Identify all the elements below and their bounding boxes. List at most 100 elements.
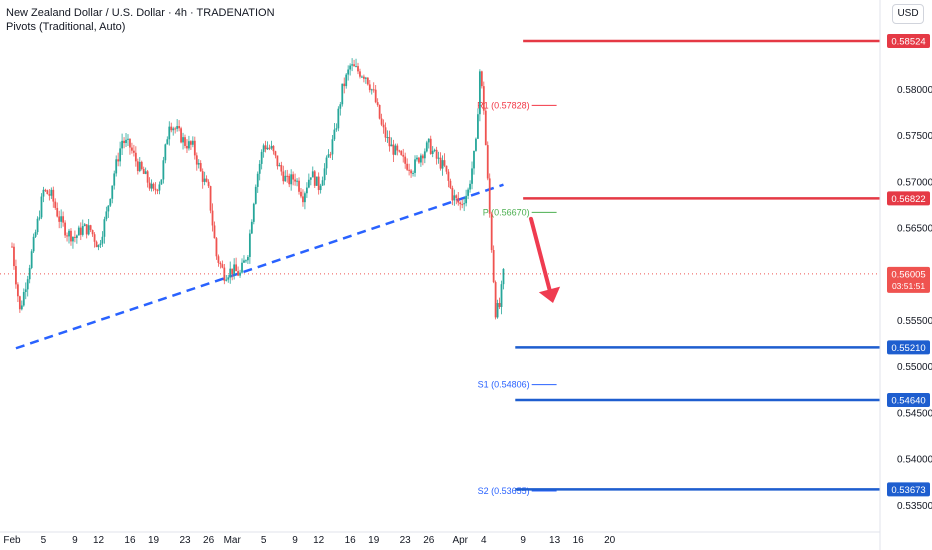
candle-body	[54, 201, 57, 208]
candle-body	[256, 173, 259, 187]
x-tick-label: Mar	[224, 535, 242, 546]
x-tick-label: 12	[313, 535, 325, 546]
candle-body	[83, 224, 86, 227]
candle-body	[142, 168, 145, 174]
candle-body	[449, 180, 452, 188]
y-tick-label: 0.55500	[897, 316, 932, 327]
candle-body	[443, 160, 446, 166]
candle-body	[480, 71, 483, 87]
candle-body	[158, 184, 161, 191]
candle-body	[174, 128, 177, 130]
candle-body	[136, 161, 139, 172]
candle-body	[494, 282, 497, 318]
candle-body	[247, 256, 249, 261]
candle-body	[205, 178, 208, 182]
x-tick-label: 16	[124, 535, 136, 546]
candle-body	[343, 83, 346, 87]
pivot-label: S1 (0.54806)	[478, 380, 530, 390]
candle-body	[317, 176, 320, 191]
candle-body	[11, 246, 13, 248]
candle-body	[213, 225, 216, 239]
candle-body	[492, 250, 495, 283]
candle-body	[329, 154, 332, 156]
current-price-badge	[887, 266, 930, 293]
candle-body	[349, 65, 352, 70]
candle-body	[16, 284, 19, 297]
candle-body	[209, 186, 212, 211]
candle-body	[18, 296, 21, 310]
candle-body	[323, 168, 326, 181]
candle-body	[134, 152, 137, 162]
y-tick-label: 0.54000	[897, 455, 932, 466]
trendline	[15, 183, 504, 350]
y-tick-label: 0.56500	[897, 224, 932, 235]
candle-body	[68, 230, 70, 237]
candle-body	[319, 185, 322, 191]
candle-body	[162, 160, 165, 180]
candle-body	[138, 161, 141, 172]
candle-body	[282, 171, 285, 182]
candle-body	[298, 180, 300, 192]
candle-body	[280, 165, 283, 172]
candle-body	[374, 89, 377, 103]
candle-body	[182, 137, 184, 143]
candle-body	[227, 277, 230, 280]
candle-body	[392, 144, 395, 155]
candle-body	[496, 303, 499, 318]
x-tick-label: 20	[604, 535, 616, 546]
candle-body	[421, 155, 424, 159]
candle-body	[423, 151, 426, 159]
candle-body	[20, 305, 23, 310]
current-price-label: 0.56005	[891, 269, 925, 280]
candle-body	[231, 268, 234, 274]
candle-body	[498, 303, 501, 307]
candle-body	[225, 279, 228, 281]
candle-body	[62, 216, 65, 223]
candle-body	[81, 226, 84, 235]
candle-body	[376, 102, 379, 105]
candle-body	[241, 262, 243, 273]
candle-body	[44, 189, 47, 191]
candle-body	[453, 195, 456, 201]
candle-body	[131, 147, 133, 151]
candle-body	[357, 66, 359, 72]
candle-body	[477, 114, 479, 139]
candle-body	[178, 126, 181, 129]
candle-body	[121, 140, 123, 149]
price-badge-label: 0.54640	[891, 396, 925, 407]
candle-body	[402, 154, 405, 157]
candle-body	[150, 183, 153, 189]
candle-body	[486, 145, 489, 179]
candle-body	[215, 238, 218, 257]
candle-body	[87, 225, 90, 235]
candle-body	[478, 71, 481, 115]
candle-body	[337, 108, 340, 129]
candle-body	[351, 64, 354, 66]
countdown-label: 03:51:51	[892, 281, 925, 291]
candle-body	[85, 224, 88, 235]
candle-body	[184, 137, 186, 146]
candle-body	[467, 189, 469, 196]
candle-body	[425, 142, 428, 152]
candle-body	[186, 145, 188, 149]
candle-body	[284, 175, 287, 182]
price-badge-label: 0.58524	[891, 37, 925, 48]
candle-body	[32, 236, 35, 252]
candle-body	[488, 178, 491, 214]
candle-body	[40, 196, 43, 218]
price-badge	[887, 482, 930, 497]
candle-body	[294, 179, 296, 182]
x-tick-label: 13	[549, 535, 561, 546]
x-tick-label: 23	[179, 535, 191, 546]
candle-body	[388, 137, 391, 147]
candle-body	[235, 264, 238, 272]
candle-body	[262, 145, 265, 152]
candle-body	[276, 155, 279, 167]
candle-body	[160, 179, 163, 185]
candle-body	[368, 84, 371, 91]
candle-body	[307, 179, 310, 188]
currency-button[interactable]: USD	[892, 4, 924, 24]
